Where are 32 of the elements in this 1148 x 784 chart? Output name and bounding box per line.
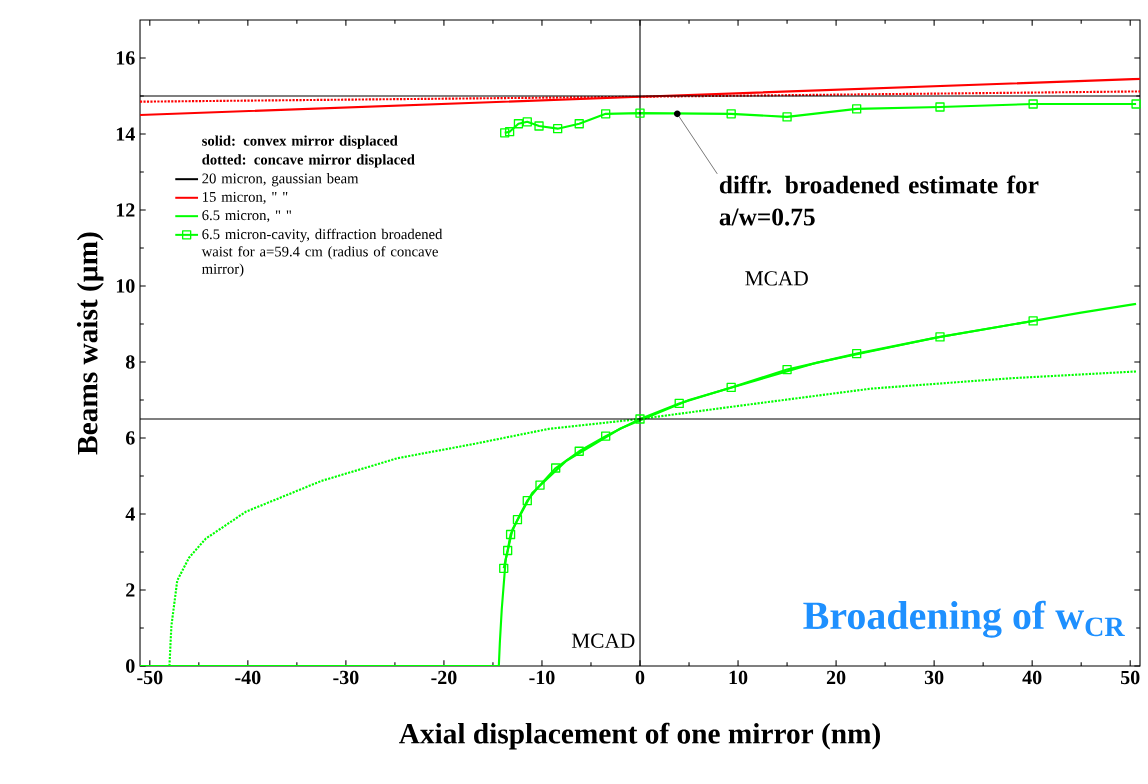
x-tick-label: -10: [529, 670, 555, 685]
x-tick-label: -30: [333, 670, 359, 685]
x-tick-label: 20: [826, 670, 846, 685]
y-tick-label: 14: [116, 127, 135, 141]
x-axis-title: Axial displacement of one mirror (nm): [399, 722, 880, 750]
legend-label: 20 micron, gaussian beam: [202, 173, 359, 187]
annotation: MCAD: [745, 271, 808, 286]
annotation: solid: convex mirror displaced: [202, 135, 398, 149]
legend-label: 6.5 micron-cavity, diffraction broadened waist for a=59.4 cm (radius of concave mirror): [201, 228, 443, 277]
annotation: Broadening of w$_{CR}$: [803, 600, 1125, 638]
x-tick-label: 10: [729, 670, 748, 685]
y-axis-title: Beams waist (µm): [76, 232, 104, 455]
annotation: dotted: concave mirror displaced: [202, 154, 415, 168]
x-tick-label: 30: [924, 670, 944, 685]
legend-label: 6.5 micron, " ": [202, 210, 291, 223]
y-tick-label: 8: [125, 355, 135, 369]
x-tick-label: 40: [1022, 670, 1042, 685]
y-tick-label: 12: [116, 203, 135, 217]
y-tick-label: 6: [125, 431, 135, 445]
y-tick-label: 0: [126, 659, 135, 673]
x-tick-label: 0: [635, 670, 645, 685]
y-tick-label: 4: [125, 507, 135, 521]
x-tick-label: -50: [137, 670, 163, 685]
y-tick-label: 2: [126, 583, 135, 597]
legend-label: 15 micron, " ": [203, 191, 288, 204]
x-tick-label: -40: [235, 670, 261, 685]
y-tick-label: 16: [116, 51, 135, 65]
x-tick-label: -20: [431, 670, 457, 685]
annotation: MCAD: [571, 633, 635, 648]
annotation: diffr. broadened estimate for a/w=0.75: [719, 175, 1039, 226]
y-tick-label: 10: [116, 279, 135, 293]
x-tick-label: 50: [1120, 670, 1140, 685]
